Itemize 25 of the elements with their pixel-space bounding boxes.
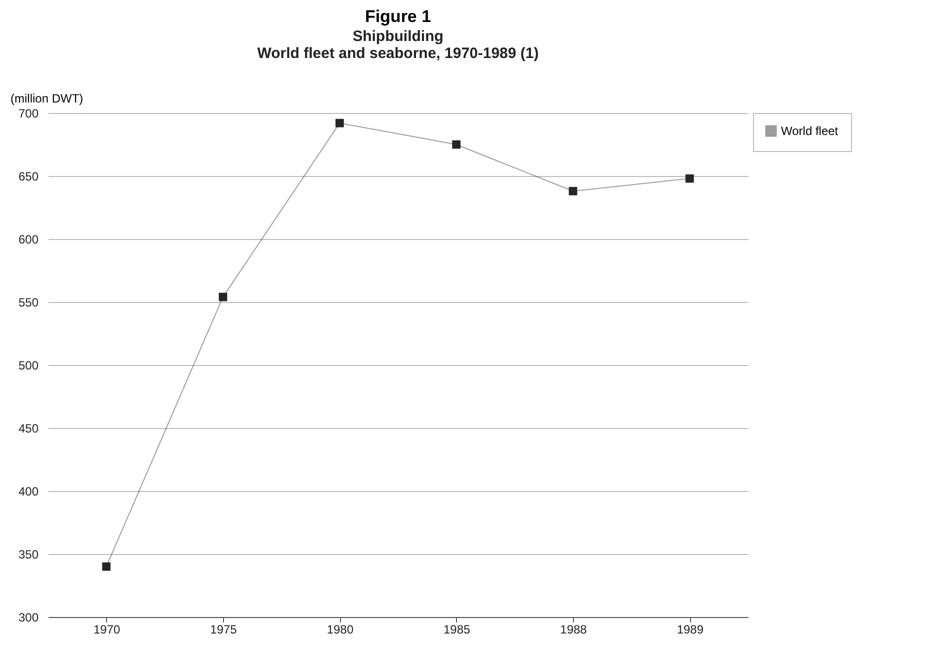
point bbox=[218, 292, 228, 302]
point bbox=[102, 562, 111, 571]
point bbox=[452, 140, 461, 149]
y-tick-label: 550 bbox=[18, 296, 39, 310]
x-tick-label: 1970 bbox=[93, 622, 121, 636]
y-tick-label: 700 bbox=[18, 106, 39, 120]
x-tick-label: 1988 bbox=[560, 622, 588, 636]
y-tick-label: 500 bbox=[18, 358, 39, 372]
chart-subtitle: Shipbuilding World fleet and seaborne, 1970-1989 (1) bbox=[257, 28, 539, 62]
y-tick-label: 600 bbox=[18, 232, 39, 246]
point bbox=[335, 118, 344, 128]
x-tick-label: 1980 bbox=[326, 622, 354, 636]
y-tick-label: 450 bbox=[18, 422, 39, 436]
y-axis-title: (million DWT) bbox=[10, 92, 84, 106]
point bbox=[568, 186, 578, 196]
point bbox=[685, 174, 694, 183]
chart-title: Figure 1 bbox=[364, 7, 432, 26]
x-tick-label: 1985 bbox=[443, 622, 471, 636]
y-tick-label: 300 bbox=[18, 610, 39, 624]
y-tick-label: 400 bbox=[18, 484, 39, 498]
x-tick-label: 1989 bbox=[676, 622, 704, 636]
y-tick-label: 650 bbox=[18, 170, 39, 184]
y-tick-label: 350 bbox=[18, 548, 39, 562]
x-tick-label: 1975 bbox=[210, 622, 238, 636]
legend-label: World fleet bbox=[781, 124, 839, 138]
